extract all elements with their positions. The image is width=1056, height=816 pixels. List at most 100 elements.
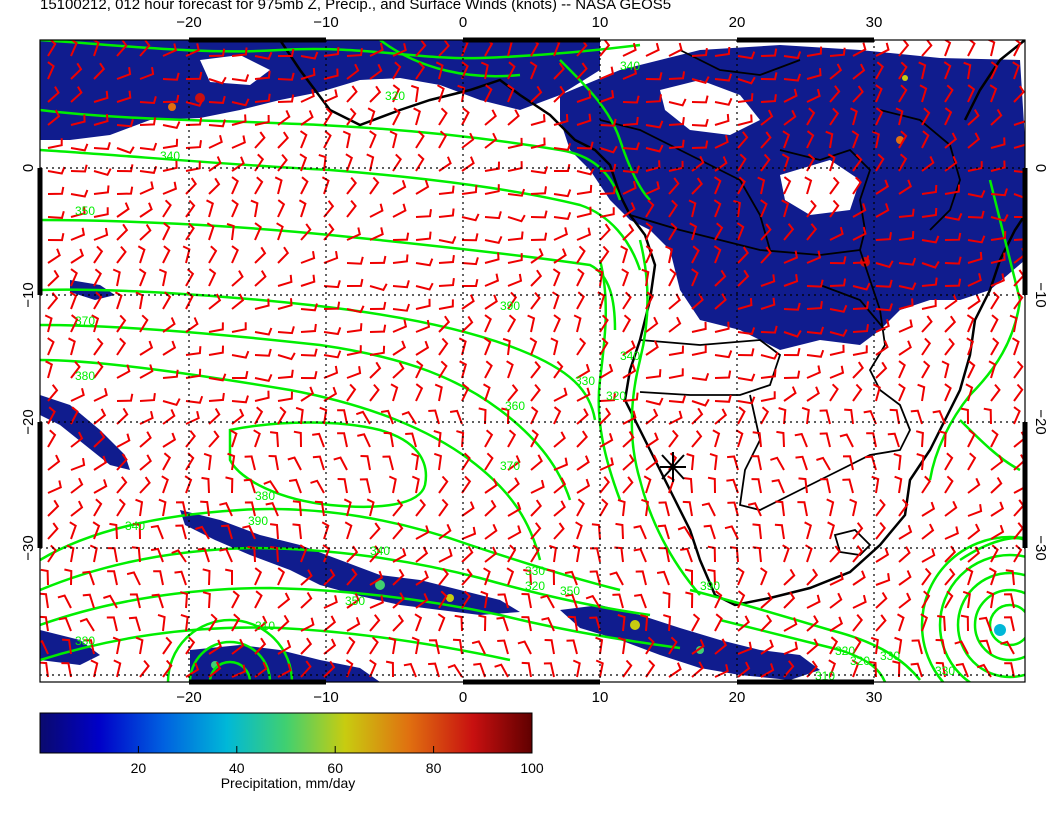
lat-label: 0 bbox=[1032, 164, 1049, 172]
wind-barb bbox=[484, 429, 494, 448]
wind-barb bbox=[1003, 593, 1015, 609]
wind-barb bbox=[910, 409, 923, 425]
wind-barb bbox=[783, 51, 802, 60]
wind-barb bbox=[277, 199, 286, 218]
wind-barb bbox=[224, 568, 233, 585]
wind-barb bbox=[806, 107, 816, 126]
wind-barb bbox=[323, 327, 342, 336]
wind-barb bbox=[392, 319, 408, 333]
wind-barb bbox=[369, 659, 377, 678]
wind-barb bbox=[185, 317, 199, 333]
wind-barb bbox=[47, 522, 59, 540]
wind-barb bbox=[185, 268, 195, 287]
wind-barb bbox=[484, 452, 494, 471]
wind-barb bbox=[342, 130, 351, 149]
wind-barb bbox=[804, 176, 813, 195]
lat-label: −10 bbox=[20, 282, 37, 307]
wind-barb bbox=[645, 408, 659, 425]
wind-barb bbox=[254, 114, 270, 126]
wind-barb bbox=[388, 475, 397, 494]
wind-barb bbox=[162, 94, 180, 103]
wind-barb bbox=[132, 522, 141, 540]
wind-barb bbox=[875, 340, 889, 356]
wind-barb bbox=[208, 322, 224, 333]
wind-barb bbox=[712, 429, 721, 448]
wind-barb bbox=[986, 590, 995, 609]
wind-barb bbox=[319, 406, 328, 425]
wind-barb bbox=[244, 501, 256, 517]
wind-barb bbox=[433, 452, 443, 471]
wind-barb bbox=[783, 617, 798, 632]
wind-barb bbox=[171, 549, 187, 563]
wind-barb bbox=[844, 408, 854, 425]
wind-barb bbox=[988, 360, 997, 379]
wind-barb bbox=[875, 107, 884, 126]
wind-barb bbox=[737, 590, 746, 609]
wind-barb bbox=[300, 67, 316, 80]
wind-barb bbox=[415, 282, 434, 291]
wind-barb bbox=[714, 73, 733, 82]
wind-barb bbox=[553, 189, 572, 198]
colorbar-tick-label: 40 bbox=[229, 760, 245, 776]
wind-barb bbox=[456, 430, 465, 448]
wind-barb bbox=[990, 137, 1006, 149]
wind-barb bbox=[852, 226, 867, 241]
wind-barb bbox=[713, 176, 722, 195]
wind-barb bbox=[599, 163, 617, 172]
wind-barb bbox=[507, 291, 518, 310]
contour-label: 370 bbox=[75, 314, 95, 328]
wind-barb bbox=[292, 500, 302, 517]
wind-barb bbox=[415, 209, 432, 218]
wind-barb bbox=[776, 430, 785, 448]
wind-barb bbox=[599, 498, 609, 517]
wind-barb bbox=[645, 72, 663, 81]
wind-barb bbox=[438, 360, 448, 379]
wind-barb bbox=[254, 93, 271, 103]
wind-barb bbox=[576, 408, 589, 425]
wind-barb bbox=[937, 615, 946, 632]
wind-barb bbox=[461, 213, 480, 222]
wind-barb bbox=[116, 393, 134, 402]
wind-barb bbox=[47, 454, 61, 471]
wind-barb bbox=[691, 613, 701, 632]
wind-barb bbox=[507, 61, 516, 80]
wind-barb bbox=[898, 524, 913, 540]
wind-barb bbox=[783, 274, 799, 287]
wind-barb bbox=[691, 639, 705, 655]
wind-barb bbox=[656, 570, 670, 586]
wind-barb bbox=[277, 639, 292, 655]
wind-barb bbox=[894, 636, 903, 655]
wind-barb bbox=[231, 590, 240, 609]
wind-barb bbox=[576, 430, 588, 448]
wind-barb bbox=[967, 504, 983, 517]
wind-barb bbox=[919, 84, 928, 103]
wind-barb bbox=[369, 324, 387, 333]
wind-barb bbox=[530, 429, 539, 448]
wind-barb bbox=[875, 153, 885, 172]
wind-barb bbox=[270, 546, 279, 563]
wind-barb bbox=[269, 523, 279, 540]
wind-barb bbox=[47, 499, 60, 517]
wind-barb bbox=[175, 524, 187, 540]
lon-label: −10 bbox=[313, 689, 338, 706]
wind-barb bbox=[497, 639, 509, 655]
wind-barb bbox=[345, 659, 354, 678]
wind-barb bbox=[599, 407, 612, 425]
wind-barb bbox=[530, 544, 540, 563]
wind-barb bbox=[300, 303, 318, 312]
wind-barb bbox=[484, 132, 498, 149]
wind-barb bbox=[990, 501, 1005, 517]
wind-barb bbox=[898, 153, 908, 172]
wind-barb bbox=[866, 432, 877, 448]
contour-label: 350 bbox=[75, 204, 95, 218]
wind-barb bbox=[206, 222, 215, 241]
wind-barb bbox=[668, 222, 678, 241]
wind-barb bbox=[760, 369, 777, 379]
star-marker-icon bbox=[660, 452, 686, 482]
wind-barb bbox=[599, 40, 611, 57]
wind-barb bbox=[299, 130, 308, 149]
wind-barb bbox=[572, 659, 581, 678]
wind-barb bbox=[816, 456, 831, 471]
wind-barb bbox=[438, 315, 451, 333]
wind-barb bbox=[966, 314, 975, 333]
